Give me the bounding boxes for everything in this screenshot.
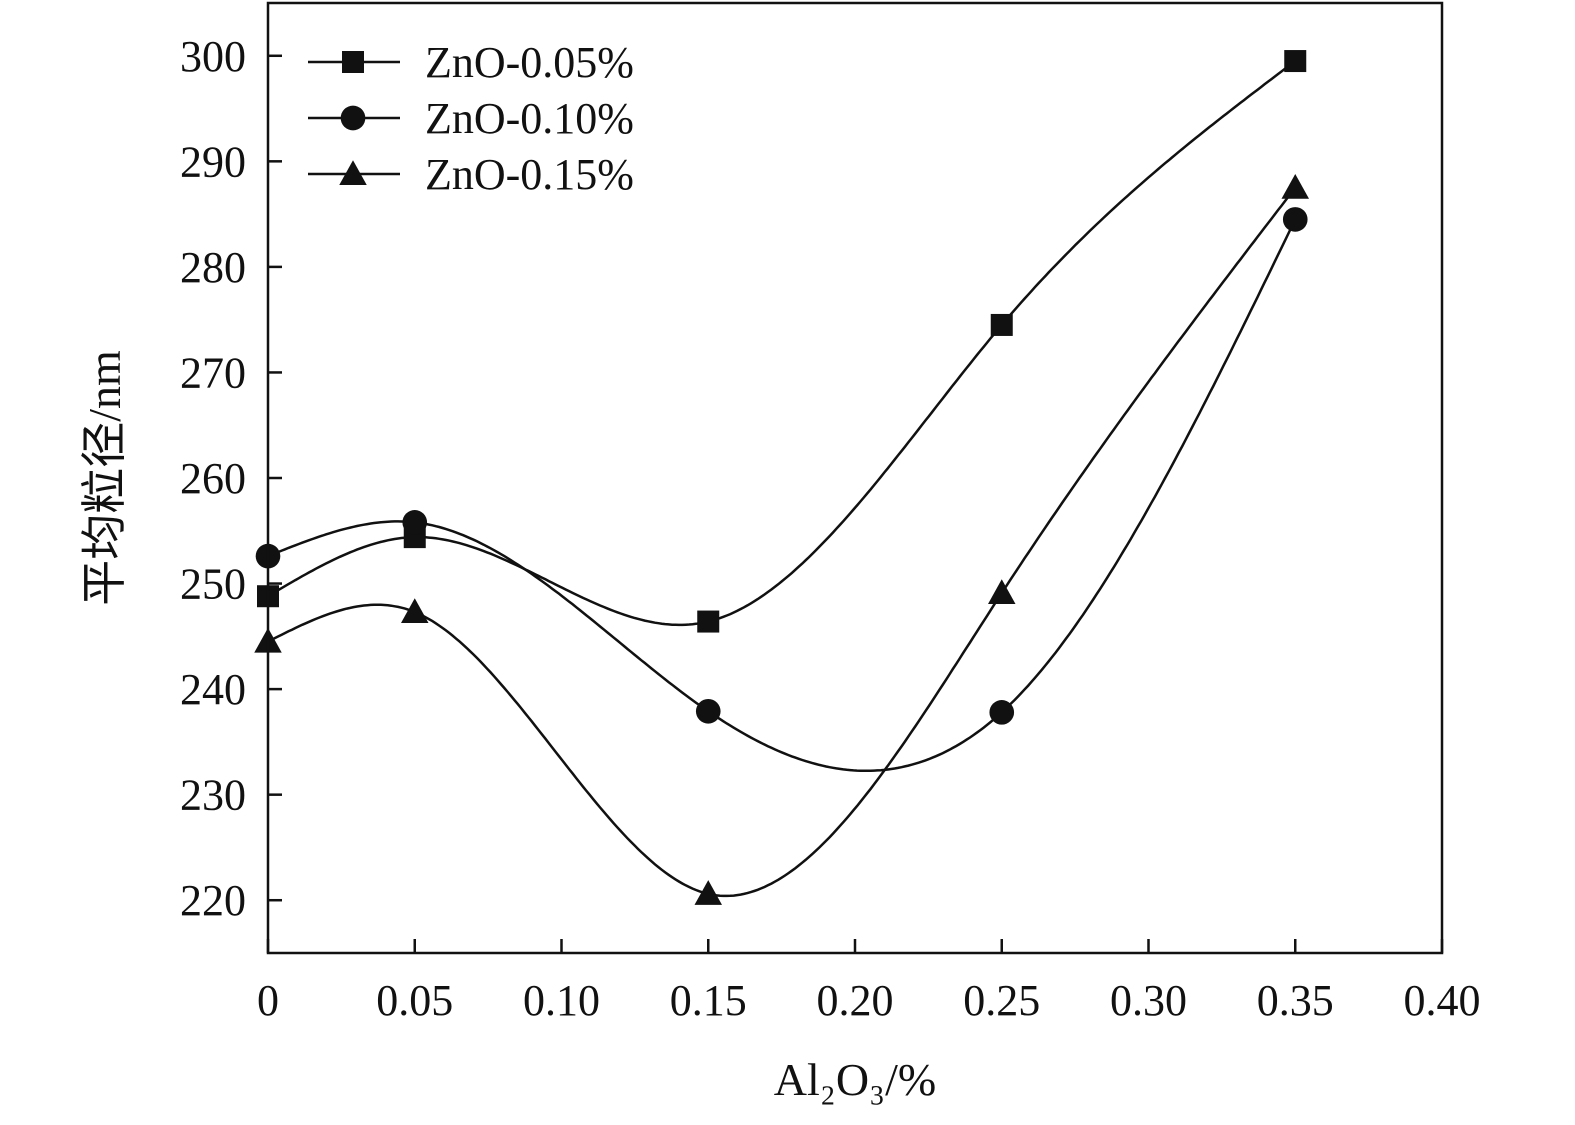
legend-label: ZnO-0.10%	[425, 94, 634, 143]
x-tick-label: 0	[257, 976, 279, 1025]
data-point-square	[697, 610, 720, 633]
y-tick-label: 270	[180, 348, 246, 397]
x-tick-label: 0.05	[376, 976, 453, 1025]
y-axis: 220 230 240 250 260 270 280 290 300	[180, 32, 282, 925]
y-axis-title: 平均粒径/nm	[79, 350, 130, 606]
y-tick-label: 240	[180, 665, 246, 714]
legend-marker-circle	[340, 105, 366, 131]
x-tick-label: 0.20	[817, 976, 894, 1025]
x-axis: 0 0.05 0.10 0.15 0.20 0.25 0.30 0.35 0.40	[257, 939, 1481, 1025]
x-tick-label: 0.10	[523, 976, 600, 1025]
data-point-circle	[402, 510, 428, 535]
legend-marker-triangle	[339, 160, 367, 185]
legend-label: ZnO-0.05%	[425, 38, 634, 87]
series-line	[267, 218, 1297, 773]
data-point-square	[990, 313, 1013, 336]
series-markers	[254, 50, 1309, 905]
series-curves	[267, 60, 1297, 898]
data-point-triangle	[1281, 173, 1309, 199]
y-tick-label: 260	[180, 454, 246, 503]
x-tick-label: 0.40	[1404, 976, 1481, 1025]
y-tick-label: 300	[180, 32, 246, 81]
series-line	[267, 186, 1297, 898]
x-tick-label: 0.35	[1257, 976, 1334, 1025]
legend-marker-square	[342, 51, 364, 73]
y-tick-label: 230	[180, 771, 246, 820]
data-point-circle	[695, 698, 721, 724]
x-tick-label: 0.15	[670, 976, 747, 1025]
y-tick-label: 220	[180, 876, 246, 925]
y-tick-label: 250	[180, 560, 246, 609]
plot-frame	[266, 1, 1444, 955]
series-line	[267, 60, 1296, 627]
x-tick-label: 0.25	[963, 976, 1040, 1025]
x-axis-title: Al₂O₃/%	[774, 1054, 936, 1105]
data-point-triangle	[988, 579, 1016, 605]
legend-label: ZnO-0.15%	[425, 150, 634, 199]
legend: ZnO-0.05% ZnO-0.10% ZnO-0.15%	[308, 38, 634, 199]
data-point-circle	[1282, 207, 1308, 232]
data-point-triangle	[401, 598, 429, 624]
y-tick-label: 290	[180, 137, 246, 186]
data-point-square	[1284, 50, 1307, 73]
data-point-triangle	[694, 880, 722, 905]
data-point-circle	[989, 700, 1015, 725]
y-tick-label: 280	[180, 243, 246, 292]
x-tick-label: 0.30	[1110, 976, 1187, 1025]
